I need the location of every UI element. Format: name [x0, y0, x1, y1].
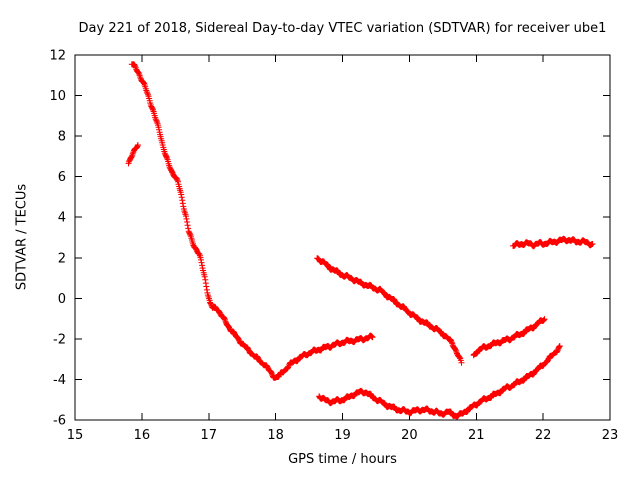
chart-title: Day 221 of 2018, Sidereal Day-to-day VTE…	[78, 21, 607, 36]
x-tick-label: 17	[200, 428, 217, 443]
y-tick-label: 0	[58, 292, 66, 307]
y-tick-label: 12	[49, 49, 66, 64]
x-tick-label: 18	[267, 428, 284, 443]
x-tick-label: 21	[468, 428, 485, 443]
x-tick-label: 16	[134, 428, 151, 443]
y-tick-label: 4	[58, 211, 66, 226]
y-tick-label: -6	[53, 414, 66, 429]
x-tick-label: 23	[602, 428, 619, 443]
y-tick-label: 6	[58, 170, 66, 185]
series-right-rising-arc	[470, 316, 548, 359]
series-detached-upper-arc	[125, 142, 141, 167]
x-tick-label: 19	[334, 428, 351, 443]
series-main-descent-arc	[128, 61, 376, 381]
y-tick-label: 8	[58, 130, 66, 145]
x-tick-label: 20	[401, 428, 418, 443]
y-tick-label: 10	[49, 89, 66, 104]
y-tick-label: -2	[53, 332, 66, 347]
series-top-right-flat-arc	[510, 235, 596, 250]
x-tick-label: 15	[67, 428, 84, 443]
y-tick-label: -4	[53, 373, 66, 388]
series-middle-descent-arc	[314, 255, 465, 366]
series-bottom-valley-arc	[316, 343, 563, 420]
x-axis-label: GPS time / hours	[288, 452, 397, 467]
x-tick-label: 22	[535, 428, 552, 443]
y-tick-label: 2	[58, 251, 66, 266]
